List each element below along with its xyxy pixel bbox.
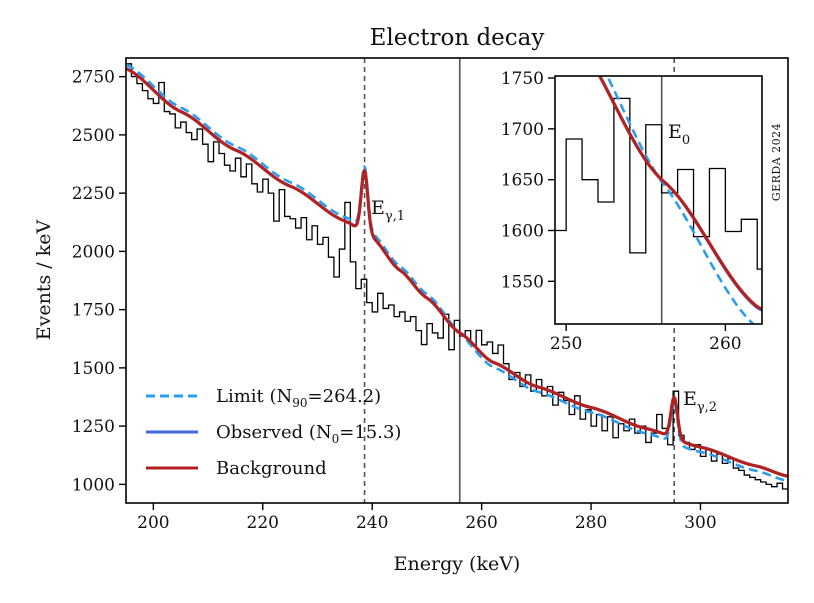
main-background-curve [126,67,788,478]
legend-label-observed: Observed (N0=15.3) [216,422,401,446]
main-y-tick-label: 2000 [72,242,115,262]
legend-label-background: Background [216,458,327,479]
main-x-tick-label: 280 [575,513,607,533]
inset-y-tick-label: 1600 [501,221,544,241]
legend: Limit (N90=264.2) Observed (N0=15.3) Bac… [146,386,401,479]
inset-frame [554,75,763,325]
main-x-tick-label: 200 [137,513,169,533]
inset-plot-area [555,76,762,324]
main-x-tick-label: 240 [356,513,388,533]
inset-y-tick-label: 1650 [501,171,544,191]
gerda-watermark: GERDA 2024 [770,123,783,201]
main-y-tick-label: 1500 [72,359,115,379]
inset-y-tick-label: 1700 [501,120,544,140]
main-x-tick-label: 220 [247,513,279,533]
main-y-tick-label: 2750 [72,68,115,88]
inset-histogram [555,97,762,270]
main-x-tick-label: 300 [684,513,716,533]
inset-ticks: 250 260 1550 1600 1650 1700 1750 [501,69,742,354]
inset-axes [554,75,763,325]
main-ticks: 200 220 240 260 280 300 1000 1250 1500 1750 2000 22… [72,68,717,533]
inset-background-curve [597,76,762,311]
x-axis-label: Energy (keV) [394,553,521,575]
main-y-tick-label: 2250 [72,184,115,204]
main-frame [125,57,789,504]
main-y-tick-label: 1750 [72,301,115,321]
inset-y-tick-label: 1750 [501,69,544,89]
chart-title: Electron decay [370,25,545,51]
inset-x-tick-label: 250 [550,334,582,354]
main-plot-area [126,58,788,503]
gamma1-annotation: Eγ,1 [371,197,405,224]
inset-limit-curve [605,76,756,324]
inset-background [555,76,762,324]
legend-label-limit: Limit (N90=264.2) [216,386,381,410]
y-axis-label: Events / keV [33,220,55,341]
main-y-tick-label: 2500 [72,126,115,146]
main-y-tick-label: 1250 [72,417,115,437]
main-axes [125,57,789,504]
inset-y-tick-label: 1550 [501,272,544,292]
main-y-tick-label: 1000 [72,475,115,495]
gamma2-annotation: Eγ,2 [683,388,717,415]
e0-annotation: E0 [668,121,690,148]
main-x-tick-label: 260 [465,513,497,533]
inset-x-tick-label: 260 [709,334,741,354]
